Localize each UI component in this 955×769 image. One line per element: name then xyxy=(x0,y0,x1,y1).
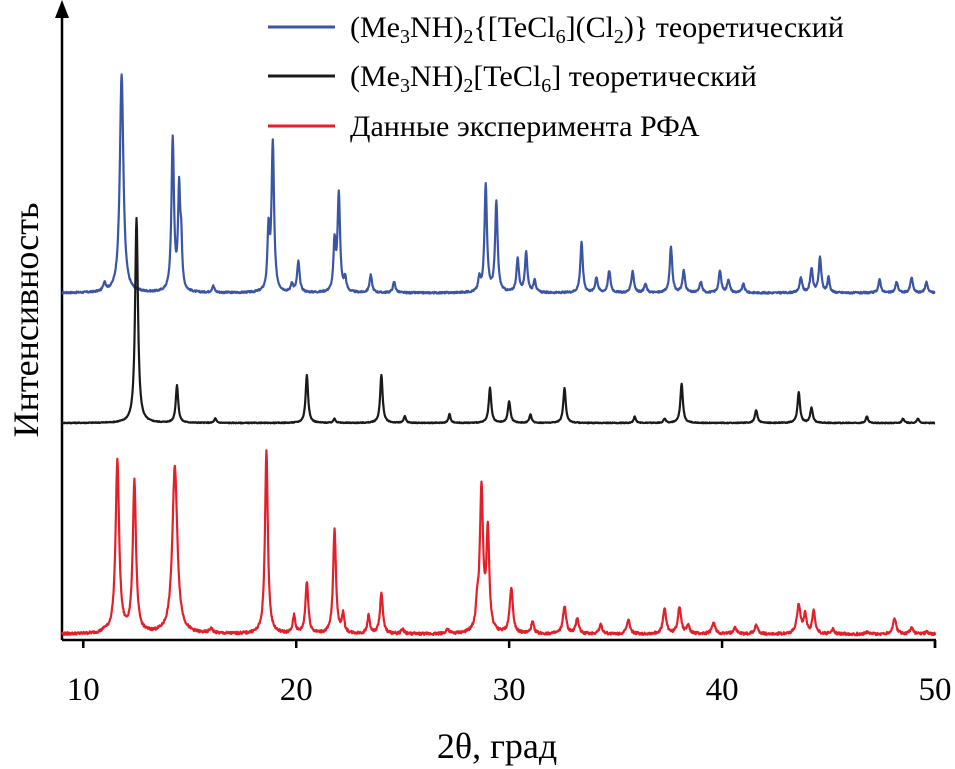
legend-label-part: NH) xyxy=(410,11,463,44)
legend-label-part: 6 xyxy=(556,26,566,48)
legend-label-part: 2 xyxy=(614,26,624,48)
x-tick-label: 50 xyxy=(919,672,952,708)
legend-label-part: Данные эксперимента РФА xyxy=(350,110,700,143)
series-line-2 xyxy=(60,449,937,637)
legend-label-part: )} теоретический xyxy=(624,11,844,44)
legend-label-part: 2 xyxy=(463,26,473,48)
legend-label-part: 2 xyxy=(463,75,473,97)
legend-label-part: (Me xyxy=(350,11,400,44)
legend-label-part: ](Cl xyxy=(566,11,614,44)
legend-label-part: (Me xyxy=(350,60,400,93)
legend-label-part: 3 xyxy=(400,75,410,97)
legend-label-part: [TeCl xyxy=(473,60,541,93)
legend-label-1: (Me3NH)2[TeCl6] теоретический xyxy=(350,60,757,97)
series-line-1 xyxy=(61,216,936,425)
x-tick-label: 20 xyxy=(280,672,313,708)
y-axis-label: Интенсивность xyxy=(6,203,46,438)
x-tick-label: 10 xyxy=(67,672,100,708)
legend-label-0: (Me3NH)2{[TeCl6](Cl2)} теоретический xyxy=(350,11,844,48)
legend-label-part: NH) xyxy=(410,60,463,93)
legend-label-part: 3 xyxy=(400,26,410,48)
legend-label-part: {[TeCl xyxy=(473,11,555,44)
legend: (Me3NH)2{[TeCl6](Cl2)} теоретический(Me3… xyxy=(268,11,844,143)
x-ticks: 10 20 30 40 50 xyxy=(67,640,952,708)
legend-label-part: 6 xyxy=(541,75,551,97)
axes xyxy=(55,0,937,648)
series-lines xyxy=(60,73,937,637)
x-axis-label: 2θ, град xyxy=(437,726,557,766)
legend-label-part: ] теоретический xyxy=(551,60,757,93)
x-tick-label: 30 xyxy=(493,672,526,708)
legend-label-2: Данные эксперимента РФА xyxy=(350,110,700,143)
y-axis-arrow-icon xyxy=(55,0,69,18)
series-line-0 xyxy=(61,73,936,295)
x-tick-label: 40 xyxy=(706,672,739,708)
